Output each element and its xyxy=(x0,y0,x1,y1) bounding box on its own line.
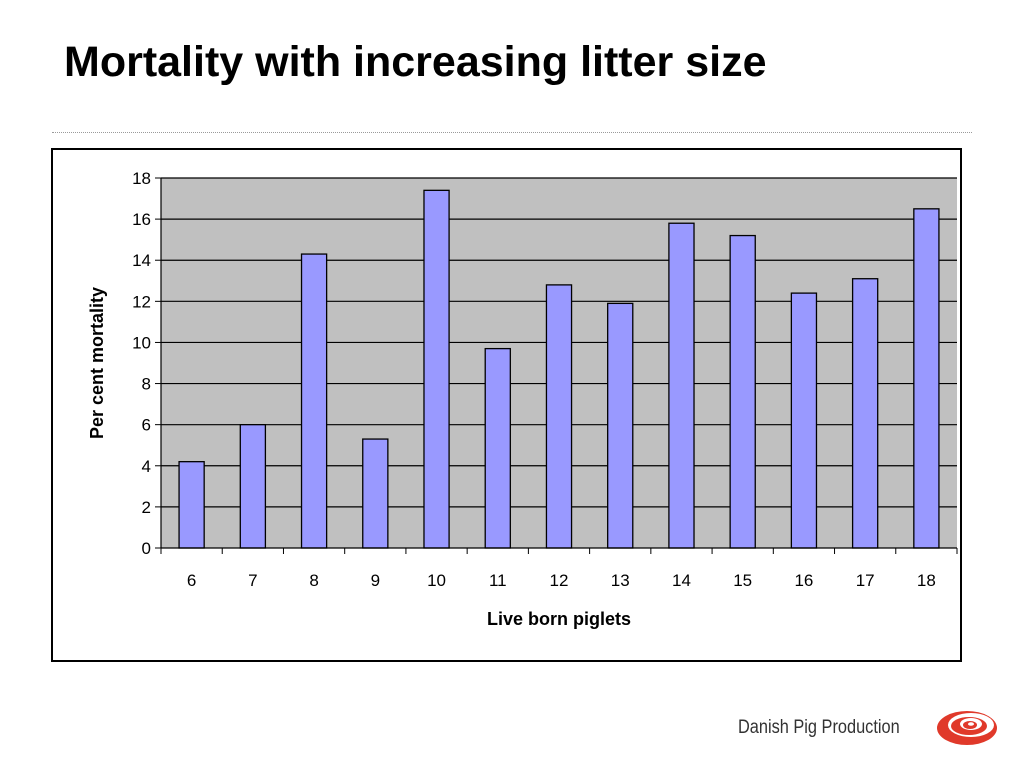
y-axis-title: Per cent mortality xyxy=(87,287,107,439)
axes xyxy=(155,177,958,554)
y-tick-label: 6 xyxy=(142,416,151,435)
title-divider xyxy=(52,132,972,133)
x-tick-labels: 6 7 8 9 10 11 12 13 14 15 16 17 18 xyxy=(187,571,936,590)
x-tick-label: 12 xyxy=(550,571,569,590)
x-tick-label: 17 xyxy=(856,571,875,590)
bar-18 xyxy=(913,208,940,549)
x-tick-label: 15 xyxy=(733,571,752,590)
x-tick-label: 11 xyxy=(489,571,507,590)
brand-footer: Danish Pig Production xyxy=(738,708,1000,748)
y-tick-label: 12 xyxy=(132,292,151,311)
bar-7 xyxy=(239,424,267,549)
bar-16 xyxy=(790,292,818,549)
y-tick-label: 2 xyxy=(142,498,151,517)
bar-chart: 0 2 4 6 8 10 12 14 16 18 6 7 8 9 10 11 12 13 14 15 16 17 18 L… xyxy=(87,169,958,629)
bar-13 xyxy=(607,302,634,549)
y-tick-label: 16 xyxy=(132,210,151,229)
x-tick-label: 18 xyxy=(917,571,936,590)
x-tick-label: 8 xyxy=(309,571,318,590)
bar-11 xyxy=(484,347,511,549)
bar-9 xyxy=(362,438,389,549)
bar-17 xyxy=(851,278,879,549)
x-tick-label: 13 xyxy=(611,571,630,590)
spiral-logo-icon xyxy=(937,711,997,745)
y-tick-label: 0 xyxy=(142,539,151,558)
x-tick-label: 9 xyxy=(371,571,380,590)
y-tick-label: 14 xyxy=(132,251,151,270)
x-tick-label: 7 xyxy=(248,571,257,590)
bar-15 xyxy=(729,234,756,549)
y-tick-label: 10 xyxy=(132,333,151,352)
bar-12 xyxy=(545,284,573,549)
y-tick-label: 4 xyxy=(142,457,151,476)
bar-8 xyxy=(300,253,328,549)
bar-10 xyxy=(423,189,450,549)
x-tick-label: 14 xyxy=(672,571,691,590)
y-tick-label: 18 xyxy=(132,169,151,188)
x-tick-label: 6 xyxy=(187,571,196,590)
bar-14 xyxy=(668,222,695,549)
x-axis-title: Live born piglets xyxy=(487,609,631,629)
bar-6 xyxy=(178,461,205,549)
slide-title: Mortality with increasing litter size xyxy=(64,38,767,86)
x-tick-label: 16 xyxy=(794,571,813,590)
bars xyxy=(178,189,940,549)
y-tick-labels: 0 2 4 6 8 10 12 14 16 18 xyxy=(132,169,151,558)
brand-name: Danish Pig Production xyxy=(738,717,900,738)
chart-frame: 0 2 4 6 8 10 12 14 16 18 6 7 8 9 10 11 12 13 14 15 16 17 18 L… xyxy=(51,148,962,662)
y-tick-label: 8 xyxy=(142,375,151,394)
x-tick-label: 10 xyxy=(427,571,446,590)
